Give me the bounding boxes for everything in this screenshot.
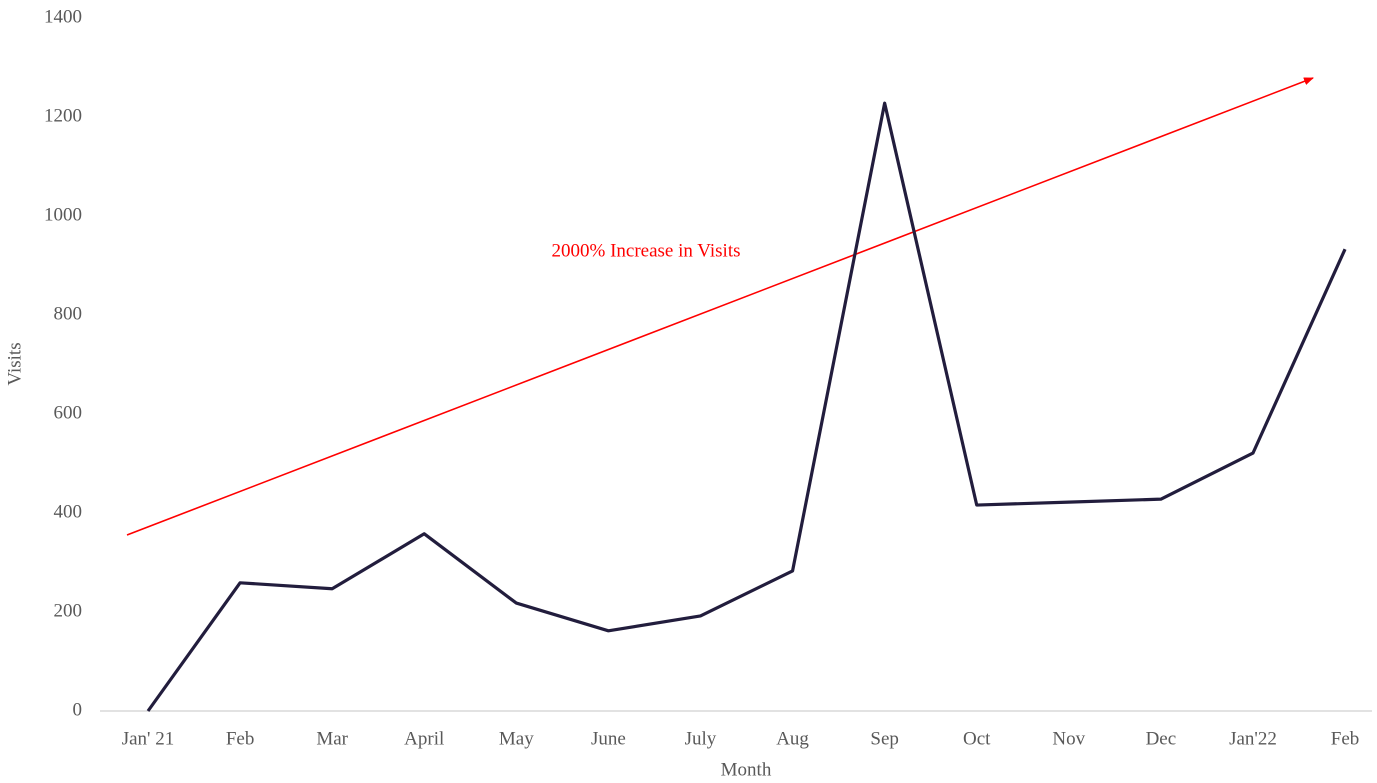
x-tick-label: Jan'22 <box>1229 728 1277 749</box>
x-tick-label: Feb <box>1331 728 1360 749</box>
y-tick-label: 1400 <box>44 6 82 27</box>
x-tick-label: May <box>499 728 534 749</box>
x-tick-label: Nov <box>1052 728 1085 749</box>
x-tick-label: Oct <box>963 728 991 749</box>
y-tick-label: 200 <box>54 600 83 621</box>
y-tick-label: 600 <box>54 402 83 423</box>
y-tick-label: 400 <box>54 501 83 522</box>
y-axis-label: Visits <box>4 342 25 385</box>
y-tick-label: 1200 <box>44 105 82 126</box>
trend-arrow <box>126 77 1314 536</box>
y-tick-label: 1000 <box>44 204 82 225</box>
x-tick-label: April <box>404 728 444 749</box>
x-tick-label: Dec <box>1146 728 1177 749</box>
x-tick-label: Mar <box>316 728 348 749</box>
y-tick-label: 0 <box>73 699 83 720</box>
x-tick-label: July <box>685 728 717 749</box>
x-axis-label: Month <box>721 759 772 780</box>
x-tick-label: Aug <box>776 728 809 749</box>
x-tick-label: June <box>591 728 626 749</box>
x-tick-label: Jan' 21 <box>122 728 175 749</box>
line-series <box>146 101 1347 712</box>
y-tick-label: 800 <box>54 303 83 324</box>
annotation: 2000% Increase in Visits <box>552 240 741 261</box>
x-tick-label: Sep <box>870 728 899 749</box>
x-tick-label: Feb <box>226 728 255 749</box>
